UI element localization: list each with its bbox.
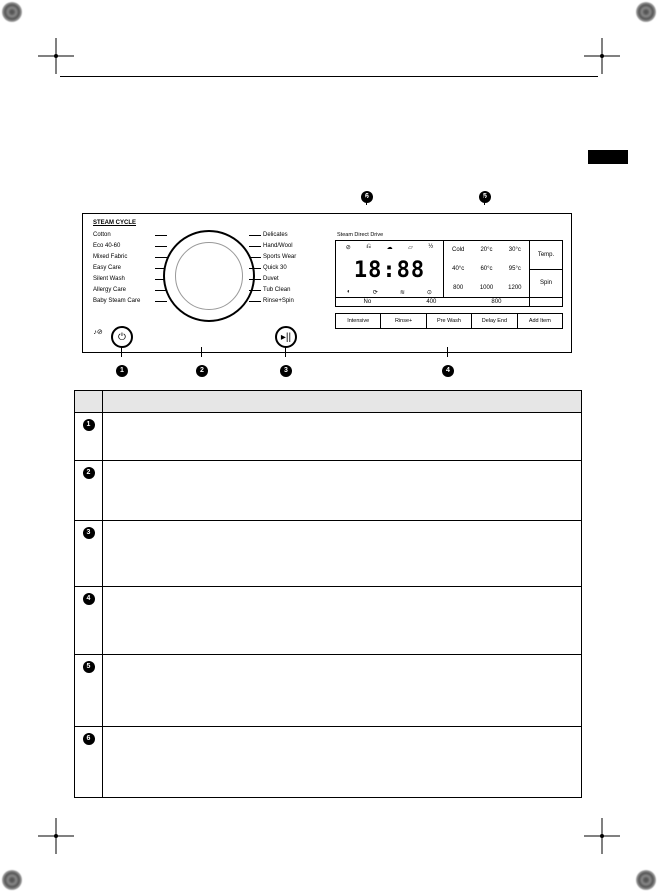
lcd-icon: ≋ [400,289,405,296]
program-label: Baby Steam Care [93,298,140,304]
program-label: Tub Clean [263,287,290,293]
program-label: Sports Wear [263,254,296,260]
temp-value: 60°c [472,260,500,279]
start-pause-button[interactable]: ▸|| [275,326,297,348]
program-label: Allergy Care [93,287,126,293]
callout-number: 3 [280,365,292,377]
callout-number: 1 [116,365,128,377]
row-number: 6 [83,733,95,745]
program-label: Hand/Wool [263,243,293,249]
table-row: 4 [75,587,581,655]
temp-value: 40°c [444,260,472,279]
power-button[interactable]: ⏻ [111,326,133,348]
crop-mark-tl [18,18,58,58]
row-number: 1 [83,419,95,431]
program-list-right: Delicates Hand/Wool Sports Wear Quick 30… [263,230,319,307]
temp-value: 95°c [501,260,529,279]
lcd-display: ⊘ ⎌ ☁ ▱ ½ 18:88 ◐ ⟳ ≋ ⊙ [336,241,444,297]
row-number: 3 [83,527,95,539]
program-label: Duvet [263,276,279,282]
lcd-icon: ◐ [347,289,351,295]
spin-value: 1200 [501,278,529,297]
table-header-row [75,391,581,413]
callout-number: 4 [442,365,454,377]
option-button-add-item[interactable]: Add Item [518,314,562,328]
temp-value: Cold [444,241,472,260]
power-icon: ⏻ [118,332,126,343]
callout-number: 2 [196,365,208,377]
callout-4: 4 [442,359,454,377]
crop-mark-tr [600,18,640,58]
row-number: 2 [83,467,95,479]
spin-value: 800 [491,299,501,305]
option-button-rinse-plus[interactable]: Rinse+ [381,314,426,328]
play-pause-icon: ▸|| [281,332,291,343]
control-panel-figure: 6 5 STEAM CYCLE Cotton Eco 40-60 Mixed F… [82,195,572,379]
crop-mark-bl [18,834,58,874]
lcd-time-digits: 18:88 [336,253,443,287]
callout-1: 1 [116,359,128,377]
program-label: Cotton [93,232,111,238]
program-label: Rinse+Spin [263,298,294,304]
steam-cycle-heading: STEAM CYCLE [93,220,136,226]
temp-value: 30°c [501,241,529,260]
program-label: Eco 40-60 [93,243,120,249]
callout-2: 2 [196,359,208,377]
callout-5: 5 [479,185,491,203]
row-number: 4 [83,593,95,605]
option-button-intensive[interactable]: Intensive [336,314,381,328]
thumb-tab [588,150,628,164]
spin-value: 1000 [472,278,500,297]
spin-value: 400 [426,299,436,305]
table-row: 5 [75,655,581,727]
temp-spin-grid: Cold 20°c 30°c 40°c 60°c 95°c 800 1000 1… [444,241,530,297]
lcd-icon: ▱ [408,244,413,251]
table-row: 2 [75,461,581,521]
display-title: Steam Direct Drive [335,232,563,238]
spin-value: 800 [444,278,472,297]
program-label: Quick 30 [263,265,287,271]
table-row: 3 [75,521,581,587]
control-panel: STEAM CYCLE Cotton Eco 40-60 Mixed Fabri… [82,213,572,353]
callout-6: 6 [361,185,373,203]
lcd-icon: ☁ [387,244,393,251]
program-list-left: Cotton Eco 40-60 Mixed Fabric Easy Care … [93,230,153,307]
spin-button[interactable]: Spin [530,270,562,298]
lcd-icon: ⎌ [366,244,371,251]
table-row: 1 [75,413,581,461]
callout-number: 5 [479,191,491,203]
callout-3: 3 [280,359,292,377]
header-rule [60,76,598,77]
description-table: 1 2 3 4 5 6 [74,390,582,798]
temp-button[interactable]: Temp. [530,241,562,270]
lcd-icon: ⊘ [346,244,351,251]
lcd-icon: ⟳ [373,289,378,296]
table-row: 6 [75,727,581,797]
lcd-icon: ⊙ [427,289,432,296]
lcd-icon: ½ [428,244,433,250]
callout-number: 6 [361,191,373,203]
spin-value: No [364,299,372,305]
option-button-pre-wash[interactable]: Pre Wash [427,314,472,328]
beep-icon: ♪⊘ [89,328,107,346]
row-number: 5 [83,661,95,673]
program-label: Mixed Fabric [93,254,127,260]
temp-value: 20°c [472,241,500,260]
crop-mark-br [600,834,640,874]
program-label: Silent Wash [93,276,125,282]
program-label: Delicates [263,232,288,238]
program-dial[interactable] [163,230,255,322]
program-label: Easy Care [93,265,121,271]
option-button-delay-end[interactable]: Delay End [472,314,517,328]
display-frame: ⊘ ⎌ ☁ ▱ ½ 18:88 ◐ ⟳ ≋ ⊙ Cold [335,240,563,298]
